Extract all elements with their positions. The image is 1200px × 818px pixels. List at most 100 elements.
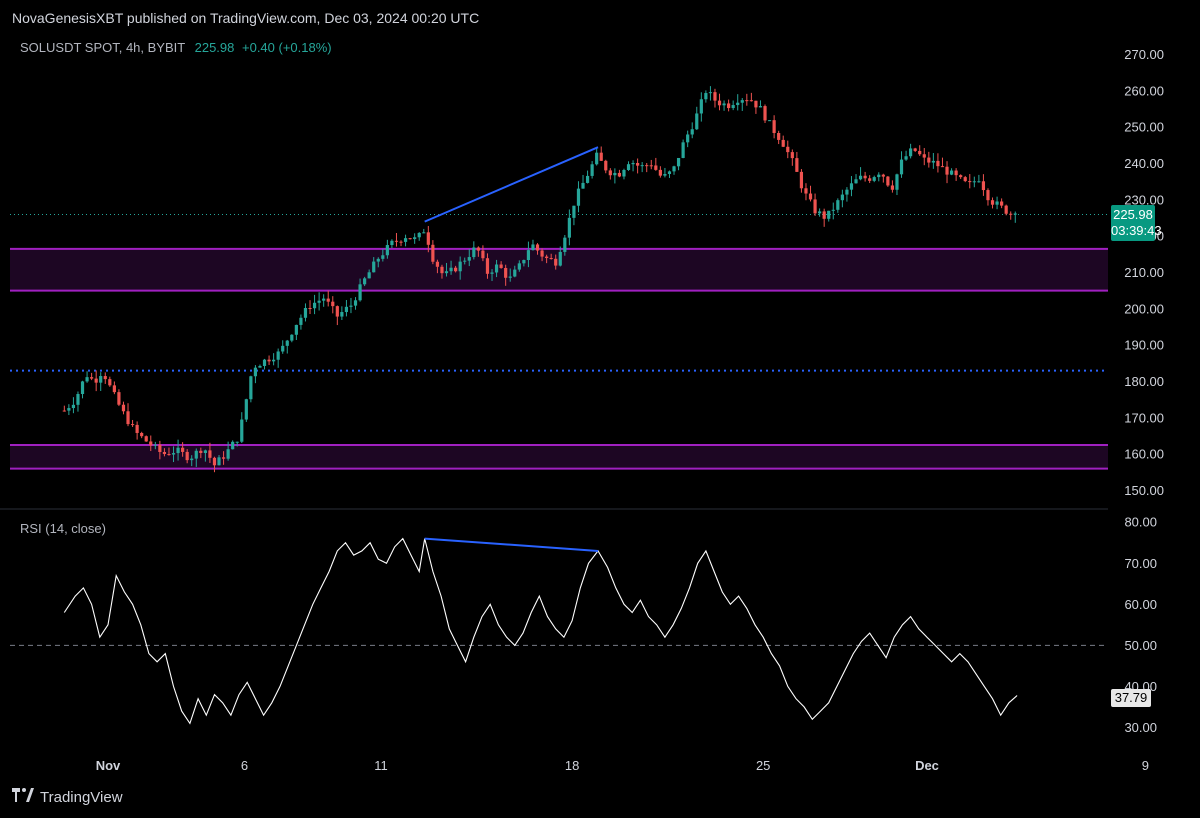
- rsi-axis-tick: 50.00: [1124, 638, 1157, 653]
- candle-body: [640, 165, 644, 167]
- candle-body: [299, 317, 303, 325]
- candle-body: [695, 113, 699, 130]
- candle-body: [99, 376, 103, 383]
- candle-body: [399, 241, 403, 243]
- candle-body: [422, 232, 426, 234]
- candle-body: [558, 251, 562, 266]
- candle-body: [990, 200, 995, 205]
- candle-body: [267, 359, 271, 362]
- candle-body: [121, 404, 126, 412]
- candle-body: [767, 120, 772, 122]
- time-axis-tick: 11: [374, 758, 388, 773]
- candle-body: [312, 302, 317, 309]
- candle-body: [244, 399, 248, 420]
- candle-body: [986, 190, 990, 201]
- candle-body: [349, 305, 353, 307]
- candle-body: [467, 257, 471, 261]
- candle-body: [335, 306, 339, 317]
- candle-body: [94, 378, 98, 383]
- candle-body: [945, 166, 949, 175]
- candle-body: [631, 163, 635, 165]
- candle-body: [435, 261, 440, 267]
- last-price-badge: 225.98 03:39:43: [1111, 205, 1162, 241]
- candle-body: [144, 436, 148, 442]
- candle-body: [1009, 213, 1013, 215]
- candle-body: [240, 419, 244, 442]
- last-price-badge-value: 225.98: [1113, 207, 1153, 222]
- candle-body: [508, 276, 512, 278]
- candle-body: [854, 179, 858, 184]
- axes: 150.00 160.00 170.00 180.00 190.00 200.00 210.…: [0, 47, 1164, 773]
- candle-body: [499, 264, 503, 268]
- candle-body: [85, 377, 89, 382]
- candle-body: [622, 169, 626, 177]
- candle-body: [454, 267, 458, 272]
- candle-body: [745, 100, 749, 102]
- candle-body: [449, 267, 453, 272]
- candle-body: [840, 194, 844, 201]
- candle-body: [686, 134, 690, 143]
- candle-body: [877, 174, 881, 178]
- candle-body: [162, 451, 167, 455]
- candle-body: [262, 359, 267, 366]
- candle-body: [904, 156, 908, 160]
- rsi-legend: RSI (14, close): [20, 521, 106, 536]
- rsi-pane: [10, 537, 1108, 725]
- candle-body: [126, 411, 130, 425]
- tradingview-logo[interactable]: TradingView: [12, 788, 123, 806]
- candle-body: [272, 359, 276, 362]
- candle-body: [258, 365, 262, 368]
- candle-body: [303, 308, 308, 318]
- candle-body: [253, 367, 258, 377]
- candle-body: [963, 177, 967, 182]
- price-axis-tick: 260.00: [1124, 83, 1164, 98]
- candle-body: [504, 267, 508, 278]
- candle-body: [540, 250, 544, 257]
- candle-body: [690, 129, 694, 135]
- candle-body: [549, 258, 553, 260]
- candle-body: [913, 148, 917, 151]
- candle-body: [426, 232, 430, 245]
- candle-body: [895, 174, 899, 190]
- candle-body: [822, 211, 826, 219]
- candle-body: [90, 377, 94, 379]
- candle-body: [881, 174, 885, 177]
- candle-body: [909, 148, 913, 157]
- candle-body: [649, 165, 653, 167]
- candle-body: [777, 133, 781, 140]
- candle-body: [431, 244, 435, 262]
- time-axis-tick: 6: [241, 758, 248, 773]
- candle-body: [171, 453, 176, 455]
- candle-body: [481, 250, 485, 259]
- candle-body: [772, 120, 776, 134]
- candle-body: [153, 444, 157, 446]
- price-axis-tick: 250.00: [1124, 120, 1164, 135]
- candle-body: [704, 93, 708, 100]
- candle-body: [363, 278, 367, 285]
- candle-body: [526, 250, 531, 261]
- price-axis-tick: 230.00: [1124, 192, 1164, 207]
- price-legend: SOLUSDT SPOT, 4h, BYBIT 225.98 +0.40 (+0…: [20, 40, 332, 55]
- candle-body: [858, 175, 863, 180]
- rsi-line: [63, 537, 1018, 725]
- candle-body: [731, 105, 735, 109]
- candle-body: [636, 163, 640, 166]
- candle-body: [872, 177, 876, 181]
- candle-body: [604, 160, 608, 171]
- candle-body: [176, 447, 180, 454]
- candle-body: [699, 99, 703, 114]
- candle-body: [181, 447, 185, 452]
- price-axis-tick: 180.00: [1124, 374, 1164, 389]
- candle-body: [936, 160, 940, 167]
- candle-body: [722, 103, 726, 106]
- candle-body: [531, 244, 535, 251]
- candle-body: [790, 152, 794, 159]
- candle-body: [795, 158, 799, 172]
- candle-body: [808, 193, 813, 200]
- candle-body: [476, 247, 480, 251]
- candle-body: [276, 351, 280, 360]
- candle-body: [918, 150, 922, 155]
- candle-body: [827, 210, 831, 219]
- candle-body: [285, 340, 289, 346]
